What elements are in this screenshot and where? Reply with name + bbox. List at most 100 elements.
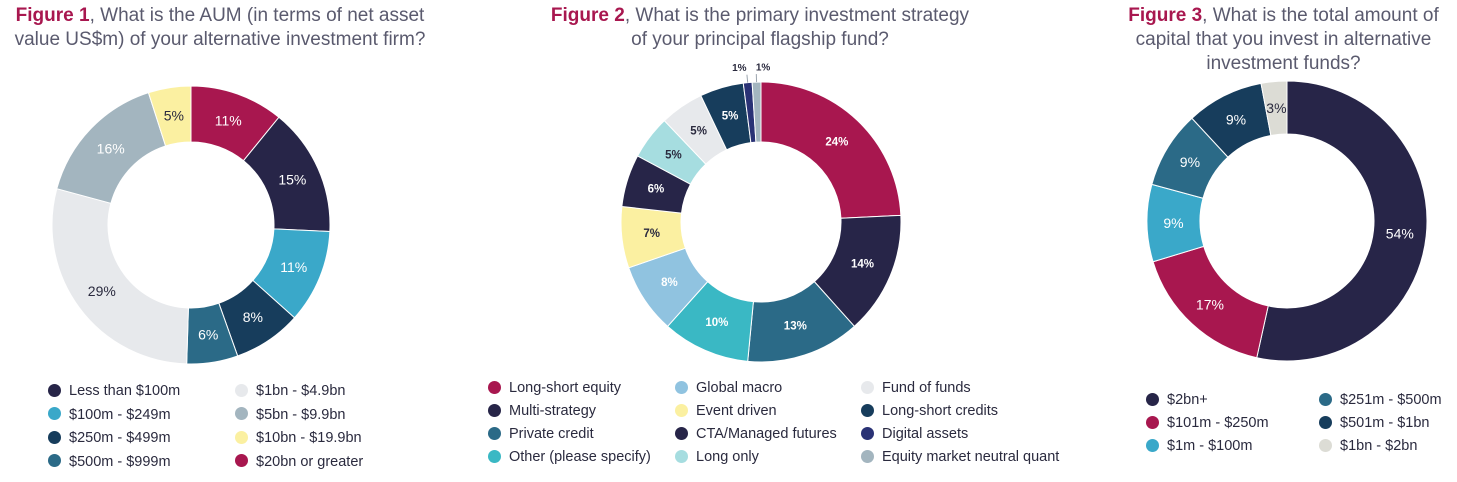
legend-swatch <box>48 383 61 397</box>
legend-swatch <box>675 426 688 440</box>
figure-2-title-label: Figure 2 <box>550 5 625 26</box>
legend-label: $500m - $999m <box>69 453 171 470</box>
slice-label-501m-1bn: 9% <box>1226 112 1246 128</box>
legend-label: $10bn - $19.9bn <box>256 430 362 446</box>
slice-long-short-equity <box>760 81 902 219</box>
slice-label-1bn-4-9bn: 29% <box>88 283 116 299</box>
legend-item-long-only: Long only <box>675 447 759 467</box>
legend-label: $1bn - $2bn <box>1340 438 1418 454</box>
legend-swatch <box>488 380 501 394</box>
figure-3-title-label: Figure 3 <box>1128 5 1203 26</box>
legend-label: $1bn - $4.9bn <box>256 383 346 399</box>
legend-item-less-than-100m: Less than $100m <box>48 381 180 401</box>
slice-label-500m-999m: 6% <box>198 327 218 343</box>
legend-swatch <box>488 403 501 417</box>
figure-1-title-text: , What is the AUM (in terms of net asset… <box>14 5 426 50</box>
legend-swatch <box>1319 438 1332 452</box>
legend-swatch <box>48 430 61 444</box>
legend-swatch <box>675 403 688 417</box>
legend-item-multi-strategy: Multi-strategy <box>488 401 596 421</box>
legend-item-101m-250m: $101m - $250m <box>1146 413 1269 433</box>
legend-item-long-short-equity: Long-short equity <box>488 378 621 398</box>
legend-item-500m-999m: $500m - $999m <box>48 452 171 472</box>
legend-swatch <box>861 449 874 463</box>
figure-1-title-label: Figure 1 <box>15 5 90 26</box>
legend-swatch <box>235 383 248 397</box>
legend-swatch <box>1319 415 1332 429</box>
legend-label: $5bn - $9.9bn <box>256 406 346 423</box>
slice-label-251m-500m: 9% <box>1180 154 1200 170</box>
legend-label: Equity market neutral quant <box>882 449 1060 465</box>
legend-swatch <box>861 403 874 417</box>
slice-1bn-4-9bn <box>51 188 189 365</box>
slice-label-long-short-equity: 24% <box>825 136 848 148</box>
legend-label: Fund of funds <box>882 380 971 396</box>
slice-label-other-please-specify: 10% <box>705 317 728 329</box>
legend-item-100m-249m: $100m - $249m <box>48 405 171 425</box>
legend-label: $2bn+ <box>1167 392 1208 408</box>
slice-1bn-2bn <box>1260 80 1288 137</box>
legend-item-event-driven: Event driven <box>675 401 777 421</box>
legend-item-1m-100m: $1m - $100m <box>1146 436 1252 456</box>
slice-label-250m-499m: 8% <box>243 309 263 325</box>
legend-item-digital-assets: Digital assets <box>861 424 968 444</box>
legend-item-equity-market-neutral-quant: Equity market neutral quant <box>861 447 1059 467</box>
legend-label: Long only <box>696 449 759 465</box>
legend-swatch <box>861 380 874 394</box>
slice-label-20bn-or-greater: 11% <box>215 112 242 128</box>
figure-3-title-text: , What is the total amount of capital th… <box>1135 5 1439 74</box>
legend-item-long-short-credits: Long-short credits <box>861 401 998 421</box>
leader-line-digital-assets <box>746 74 749 83</box>
legend-item-10bn-19-9bn: $10bn - $19.9bn <box>235 428 362 448</box>
slice-label-2bn: 54% <box>1386 225 1414 241</box>
legend-label: Long-short equity <box>509 380 622 396</box>
legend-label: Other (please specify) <box>509 449 651 465</box>
legend-item-251m-500m: $251m - $500m <box>1319 390 1442 410</box>
legend-label: Private credit <box>509 426 594 442</box>
legend-item-fund-of-funds: Fund of funds <box>861 378 971 398</box>
slice-equity-market-neutral-quant <box>751 81 762 143</box>
legend-label: $251m - $500m <box>1340 392 1442 408</box>
legend-label: Multi-strategy <box>509 403 597 419</box>
figure-3-donut-chart: 54% 17% 9% 9% 9% 3% <box>1146 80 1428 362</box>
legend-swatch <box>235 454 248 468</box>
slice-label-long-only: 5% <box>665 149 682 161</box>
legend-item-20bn-or-greater: $20bn or greater <box>235 452 363 472</box>
legend-label: Long-short credits <box>882 403 999 419</box>
legend-label: $501m - $1bn <box>1340 415 1430 431</box>
legend-swatch <box>235 430 248 444</box>
legend-label: $20bn or greater <box>256 453 364 470</box>
slice-2bn <box>1256 80 1428 362</box>
legend-swatch <box>675 449 688 463</box>
legend-label: Global macro <box>696 380 783 396</box>
figure-2-donut-chart: 24% 14% 13% 10% 8% 7% 6% 5% 5% 5% 1% 1% <box>620 63 902 363</box>
legend-swatch <box>675 380 688 394</box>
legend-label: Digital assets <box>882 426 969 442</box>
legend-label: $1m - $100m <box>1167 438 1253 454</box>
slice-label-global-macro: 8% <box>661 277 678 289</box>
figure-1-panel: Figure 1, What is the AUM (in terms of n… <box>0 0 440 482</box>
slice-label-101m-250m: 17% <box>1196 296 1224 312</box>
legend-swatch <box>488 426 501 440</box>
slice-label-digital-assets: 1% <box>732 63 747 74</box>
slice-label-private-credit: 13% <box>784 321 807 333</box>
legend-item-cta-managed-futures: CTA/Managed futures <box>675 424 837 444</box>
figure-1-title: Figure 1, What is the AUM (in terms of n… <box>0 4 440 52</box>
legend-swatch <box>48 454 61 468</box>
legend-label: Less than $100m <box>69 383 181 399</box>
legend-swatch <box>48 407 61 421</box>
slice-label-event-driven: 7% <box>643 228 660 240</box>
legend-item-1bn-4-9bn: $1bn - $4.9bn <box>235 381 346 401</box>
figure-2-title-text: , What is the primary investment strateg… <box>624 5 970 50</box>
slice-label-less-than-100m: 15% <box>278 172 306 188</box>
legend-label: Event driven <box>696 403 777 419</box>
figure-3-panel: Figure 3, What is the total amount of ca… <box>1110 0 1457 482</box>
legend-swatch <box>488 449 501 463</box>
legend-swatch <box>1319 392 1332 406</box>
legend-item-private-credit: Private credit <box>488 424 594 444</box>
slice-label-long-short-credits: 5% <box>722 110 739 122</box>
legend-swatch <box>861 426 874 440</box>
legend-label: $250m - $499m <box>69 430 171 446</box>
slice-label-cta-managed-futures: 6% <box>648 183 665 195</box>
legend-label: $100m - $249m <box>69 406 171 423</box>
